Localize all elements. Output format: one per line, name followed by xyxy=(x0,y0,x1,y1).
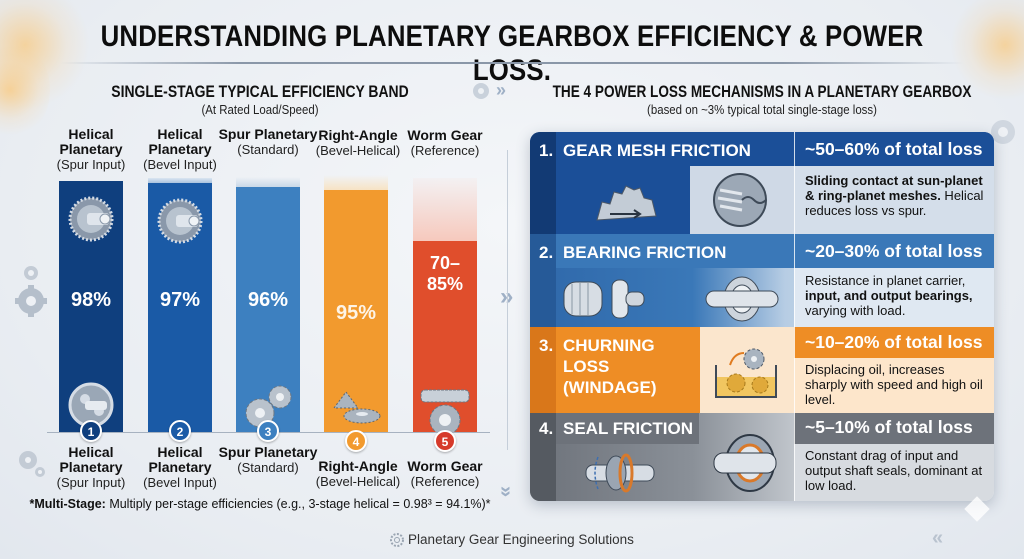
bar-value: 96% xyxy=(247,289,289,311)
bar-right-angle: 95% xyxy=(324,175,388,432)
mechanism-description: Displacing oil, increases sharply with s… xyxy=(794,358,994,413)
mechanism-row-churning: 3. CHURNING LOSS (WINDAGE) ~10–20% of tot… xyxy=(530,327,994,413)
bar-top-label-4: Right-Angle (Bevel-Helical) xyxy=(315,127,401,159)
badge-2: 2 xyxy=(169,420,191,442)
mechanism-description: Sliding contact at sun-planet & ring-pla… xyxy=(794,166,994,234)
mechanism-name: 2. BEARING FRICTION xyxy=(539,243,727,262)
footer-text: Planetary Gear Engineering Solutions xyxy=(408,532,634,547)
bar-value: 70–85% xyxy=(426,253,464,294)
gear-icon xyxy=(991,120,1015,144)
badge-4: 4 xyxy=(345,430,367,452)
bar-bottom-label-3: Spur Planetary (Standard) xyxy=(218,444,318,476)
roller-bearing-icon xyxy=(563,279,645,319)
bar-helical-bevel-input: 97% xyxy=(148,178,212,432)
seal-bearing-icon xyxy=(713,434,777,492)
worm-gear-icon xyxy=(420,389,470,432)
chevron-left-icon: « xyxy=(932,527,944,549)
badge-3: 3 xyxy=(257,420,279,442)
spur-gears-icon xyxy=(245,385,292,428)
bar-top-label-5: Worm Gear (Reference) xyxy=(407,127,483,159)
section-divider xyxy=(507,150,508,450)
mechanism-name: 4. SEAL FRICTION xyxy=(539,419,694,438)
gear-icon xyxy=(390,533,405,547)
chevron-right-icon: » xyxy=(496,80,507,100)
mechanism-name: 1. GEAR MESH FRICTION xyxy=(539,141,751,160)
gear-icon xyxy=(15,266,47,317)
efficiency-section-heading: SINGLE-STAGE TYPICAL EFFICIENCY BAND xyxy=(111,82,409,101)
bar-bottom-label-1: Helical Planetary (Spur Input) xyxy=(56,444,126,491)
mechanism-row-bearing: 2. BEARING FRICTION ~20–30% of total loss… xyxy=(530,234,994,327)
chevron-down-icon: » xyxy=(495,485,518,498)
bar-top-label-2: Helical Planetary (Bevel Input) xyxy=(143,126,217,173)
bar-helical-spur-input: 98% xyxy=(59,181,123,432)
helical-gear-icon xyxy=(68,196,114,242)
mechanism-share: ~50–60% of total loss xyxy=(794,132,994,166)
footer: Planetary Gear Engineering Solutions xyxy=(0,532,1024,547)
shaft-seal-icon xyxy=(585,453,655,493)
gear-icon xyxy=(473,83,489,99)
title-divider xyxy=(60,62,964,64)
gear-icon xyxy=(19,451,45,477)
bar-value: 97% xyxy=(159,289,201,311)
mechanism-share: ~20–30% of total loss xyxy=(794,234,994,268)
page-title: UNDERSTANDING PLANETARY GEARBOX EFFICIEN… xyxy=(100,20,924,87)
mechanism-description: Constant drag of input and output shaft … xyxy=(794,444,994,501)
chevron-right-icon: » xyxy=(500,283,513,311)
mechanism-share: ~10–20% of total loss xyxy=(794,327,994,358)
bar-bottom-label-5: Worm Gear (Reference) xyxy=(407,458,483,490)
bar-top-label-3: Spur Planetary (Standard) xyxy=(218,126,318,158)
bevel-gear-icon xyxy=(333,391,381,424)
helical-gear-icon xyxy=(68,382,114,428)
mechanism-row-seal: 4. SEAL FRICTION ~5–10% of total loss Con… xyxy=(530,413,994,501)
bar-value: 98% xyxy=(70,289,112,311)
mechanism-share: ~5–10% of total loss xyxy=(794,413,994,444)
mechanism-row-gear-mesh: 1. GEAR MESH FRICTION ~50–60% of total lo… xyxy=(530,132,994,234)
bar-top-label-1: Helical Planetary (Spur Input) xyxy=(56,126,126,173)
loss-section-heading: THE 4 POWER LOSS MECHANISMS IN A PLANETA… xyxy=(552,82,972,101)
bar-bottom-label-2: Helical Planetary (Bevel Input) xyxy=(143,444,217,491)
badge-1: 1 xyxy=(80,420,102,442)
helical-mesh-closeup-icon xyxy=(713,173,767,227)
bar-value: 95% xyxy=(335,302,377,324)
bar-spur-planetary: 96% xyxy=(236,177,300,432)
badge-5: 5 xyxy=(434,430,456,452)
helical-gear-icon xyxy=(157,198,203,244)
bar-bottom-label-4: Right-Angle (Bevel-Helical) xyxy=(315,458,401,490)
loss-section-subheading: (based on ~3% typical total single-stage… xyxy=(647,102,877,117)
multi-stage-footnote: *Multi-Stage: Multiply per-stage efficie… xyxy=(29,497,491,511)
efficiency-section-subheading: (At Rated Load/Speed) xyxy=(201,102,319,117)
gear-mesh-icon xyxy=(596,185,657,221)
oil-bath-gears-icon xyxy=(715,348,777,398)
mechanism-description: Resistance in planet carrier, input, and… xyxy=(794,268,994,327)
loss-mechanisms-table: 1. GEAR MESH FRICTION ~50–60% of total lo… xyxy=(530,132,994,501)
mechanism-name: 3. CHURNING LOSS (WINDAGE) xyxy=(539,336,657,397)
bar-worm-gear: 70–85% xyxy=(413,178,477,432)
ball-bearing-shaft-icon xyxy=(705,276,779,322)
